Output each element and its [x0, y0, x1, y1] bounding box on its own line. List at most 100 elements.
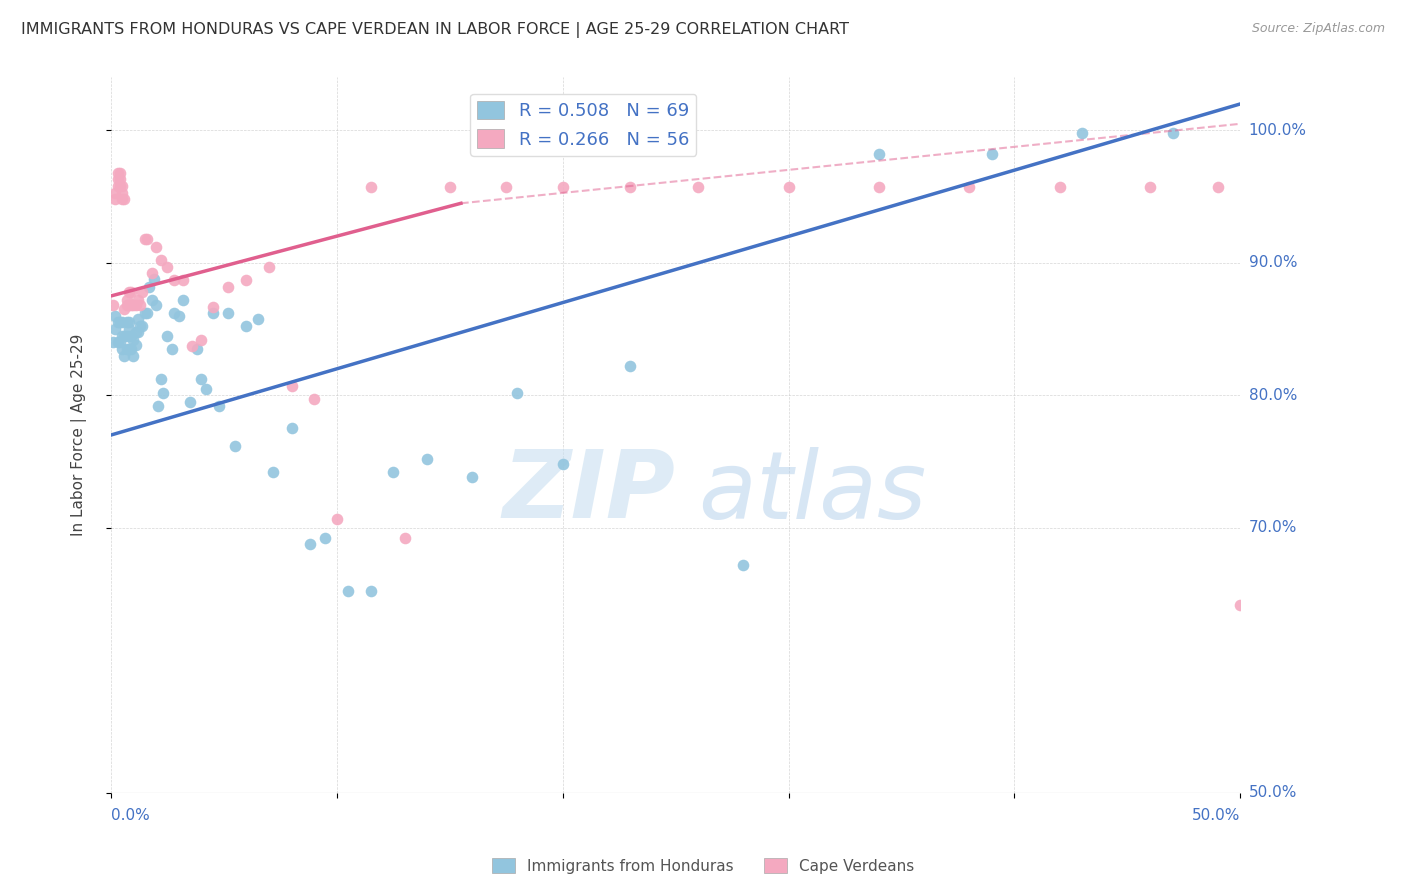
Text: 70.0%: 70.0% — [1249, 520, 1296, 535]
Point — [118, 316, 141, 330]
Point — [118, 322, 141, 336]
Point — [101, 298, 124, 312]
Point — [172, 273, 194, 287]
Point — [108, 179, 131, 194]
Point — [104, 322, 127, 336]
Point — [194, 382, 217, 396]
Point — [235, 319, 257, 334]
Y-axis label: In Labor Force | Age 25-29: In Labor Force | Age 25-29 — [72, 334, 87, 536]
Point — [107, 316, 129, 330]
Point — [152, 385, 174, 400]
Point — [104, 186, 127, 200]
Point — [224, 439, 246, 453]
Point — [314, 532, 336, 546]
Legend: Immigrants from Honduras, Cape Verdeans: Immigrants from Honduras, Cape Verdeans — [485, 852, 921, 880]
Point — [101, 335, 124, 350]
Point — [149, 253, 172, 268]
Point — [111, 186, 134, 200]
Point — [107, 166, 129, 180]
Point — [208, 399, 231, 413]
Point — [141, 267, 163, 281]
Point — [302, 392, 325, 407]
Point — [506, 385, 529, 400]
Point — [461, 470, 484, 484]
Point — [136, 306, 159, 320]
Point — [122, 349, 145, 363]
Point — [131, 319, 153, 334]
Point — [495, 180, 517, 194]
Point — [394, 532, 416, 546]
Point — [1206, 180, 1229, 194]
Text: atlas: atlas — [699, 447, 927, 538]
Point — [127, 293, 149, 307]
Point — [163, 273, 186, 287]
Text: 0.0%: 0.0% — [111, 808, 149, 823]
Point — [107, 335, 129, 350]
Point — [127, 325, 149, 339]
Point — [156, 260, 179, 274]
Point — [111, 192, 134, 206]
Point — [122, 333, 145, 347]
Point — [125, 298, 148, 312]
Point — [127, 311, 149, 326]
Point — [179, 395, 201, 409]
Legend: R = 0.508   N = 69, R = 0.266   N = 56: R = 0.508 N = 69, R = 0.266 N = 56 — [470, 94, 696, 156]
Point — [111, 179, 134, 194]
Point — [957, 180, 980, 194]
Point — [181, 339, 204, 353]
Point — [134, 232, 156, 246]
Point — [125, 338, 148, 352]
Point — [257, 260, 280, 274]
Point — [145, 298, 167, 312]
Point — [778, 180, 800, 194]
Point — [263, 465, 285, 479]
Point — [163, 306, 186, 320]
Point — [619, 359, 641, 374]
Point — [111, 328, 134, 343]
Point — [172, 293, 194, 307]
Point — [326, 511, 349, 525]
Text: ZIP: ZIP — [503, 446, 675, 538]
Point — [108, 166, 131, 180]
Point — [246, 311, 269, 326]
Point — [107, 179, 129, 194]
Point — [120, 285, 142, 299]
Point — [201, 300, 224, 314]
Text: 90.0%: 90.0% — [1249, 255, 1298, 270]
Point — [125, 325, 148, 339]
Point — [136, 232, 159, 246]
Point — [235, 273, 257, 287]
Point — [201, 306, 224, 320]
Point — [104, 192, 127, 206]
Point — [118, 285, 141, 299]
Point — [118, 342, 141, 356]
Point — [1229, 598, 1251, 612]
Point — [190, 333, 212, 347]
Point — [115, 298, 138, 312]
Point — [115, 293, 138, 307]
Point — [134, 306, 156, 320]
Point — [337, 584, 360, 599]
Point — [186, 342, 208, 356]
Point — [1161, 126, 1184, 140]
Point — [115, 316, 138, 330]
Point — [129, 319, 152, 334]
Point — [108, 316, 131, 330]
Point — [160, 342, 183, 356]
Point — [156, 328, 179, 343]
Point — [120, 342, 142, 356]
Point — [111, 316, 134, 330]
Point — [112, 349, 135, 363]
Point — [120, 328, 142, 343]
Point — [112, 302, 135, 317]
Point — [145, 240, 167, 254]
Text: 100.0%: 100.0% — [1249, 123, 1306, 138]
Point — [108, 335, 131, 350]
Point — [619, 180, 641, 194]
Point — [107, 172, 129, 186]
Point — [122, 298, 145, 312]
Point — [360, 584, 382, 599]
Text: IMMIGRANTS FROM HONDURAS VS CAPE VERDEAN IN LABOR FORCE | AGE 25-29 CORRELATION : IMMIGRANTS FROM HONDURAS VS CAPE VERDEAN… — [21, 22, 849, 38]
Point — [217, 279, 239, 293]
Point — [129, 298, 152, 312]
